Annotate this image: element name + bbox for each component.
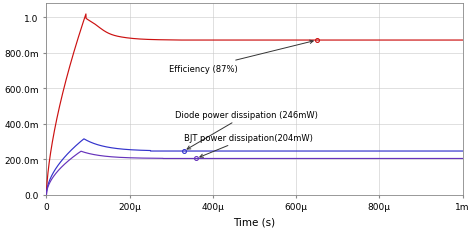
Text: Efficiency (87%): Efficiency (87%): [169, 41, 313, 73]
Text: Diode power dissipation (246mW): Diode power dissipation (246mW): [175, 110, 319, 149]
X-axis label: Time (s): Time (s): [233, 217, 275, 227]
Text: BJT power dissipation(204mW): BJT power dissipation(204mW): [184, 133, 313, 158]
